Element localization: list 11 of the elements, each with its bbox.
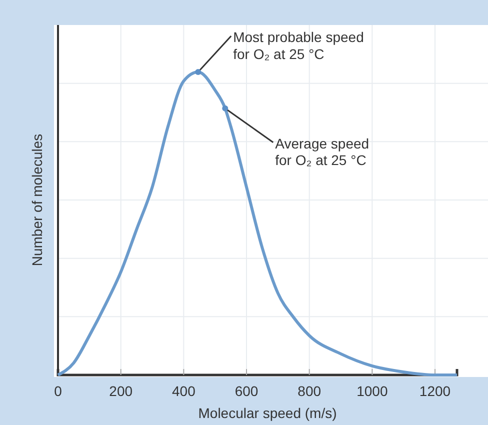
annotation: Most probable speed for O₂ at 25 °C [233,29,364,62]
x-tick-label: 1000 [356,383,388,400]
x-tick-label: 800 [298,383,322,400]
x-tick-label: 0 [54,383,62,400]
x-tick-label: 1200 [419,383,451,400]
x-tick-label: 400 [172,383,196,400]
x-tick-label: 600 [234,383,258,400]
annotation: Average speed for O₂ at 25 °C [275,135,370,168]
y-axis-title: Number of molecules [29,134,45,266]
x-tick-label: 200 [109,383,133,400]
x-axis-title: Molecular speed (m/s) [198,405,337,421]
